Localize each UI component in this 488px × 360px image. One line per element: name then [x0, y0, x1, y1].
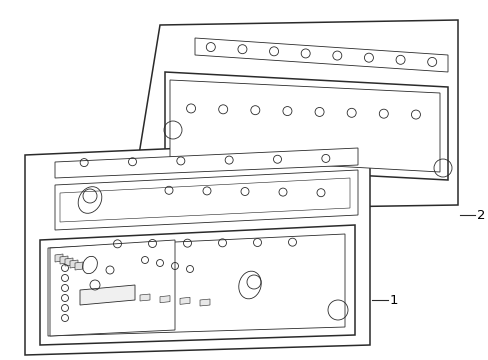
Polygon shape: [48, 234, 345, 336]
Polygon shape: [55, 254, 63, 262]
Polygon shape: [40, 225, 354, 345]
Polygon shape: [55, 170, 357, 230]
Polygon shape: [180, 297, 190, 304]
Polygon shape: [60, 256, 68, 264]
Text: 1: 1: [389, 293, 398, 306]
Polygon shape: [200, 299, 209, 306]
Polygon shape: [60, 178, 349, 222]
Polygon shape: [65, 258, 73, 266]
Polygon shape: [160, 296, 170, 303]
Polygon shape: [25, 140, 369, 355]
Polygon shape: [195, 38, 447, 72]
Polygon shape: [75, 262, 83, 270]
Polygon shape: [70, 260, 78, 268]
Polygon shape: [130, 20, 457, 210]
Polygon shape: [55, 148, 357, 178]
Polygon shape: [50, 240, 175, 336]
Polygon shape: [164, 72, 447, 180]
Polygon shape: [170, 80, 439, 172]
Polygon shape: [140, 294, 150, 301]
Polygon shape: [80, 285, 135, 305]
Text: 2: 2: [476, 208, 485, 221]
